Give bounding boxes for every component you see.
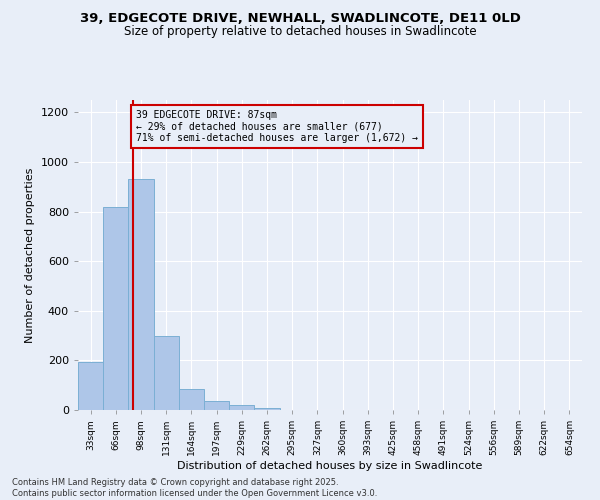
Bar — [254, 408, 280, 410]
Text: Size of property relative to detached houses in Swadlincote: Size of property relative to detached ho… — [124, 25, 476, 38]
Y-axis label: Number of detached properties: Number of detached properties — [25, 168, 35, 342]
Text: Contains HM Land Registry data © Crown copyright and database right 2025.
Contai: Contains HM Land Registry data © Crown c… — [12, 478, 377, 498]
Bar — [204, 400, 229, 410]
Text: 39, EDGECOTE DRIVE, NEWHALL, SWADLINCOTE, DE11 0LD: 39, EDGECOTE DRIVE, NEWHALL, SWADLINCOTE… — [80, 12, 520, 26]
X-axis label: Distribution of detached houses by size in Swadlincote: Distribution of detached houses by size … — [178, 461, 482, 471]
Bar — [229, 405, 254, 410]
Bar — [179, 389, 204, 410]
Bar — [103, 206, 128, 410]
Bar — [128, 180, 154, 410]
Bar — [154, 336, 179, 410]
Text: 39 EDGECOTE DRIVE: 87sqm
← 29% of detached houses are smaller (677)
71% of semi-: 39 EDGECOTE DRIVE: 87sqm ← 29% of detach… — [136, 110, 418, 143]
Bar — [78, 362, 103, 410]
